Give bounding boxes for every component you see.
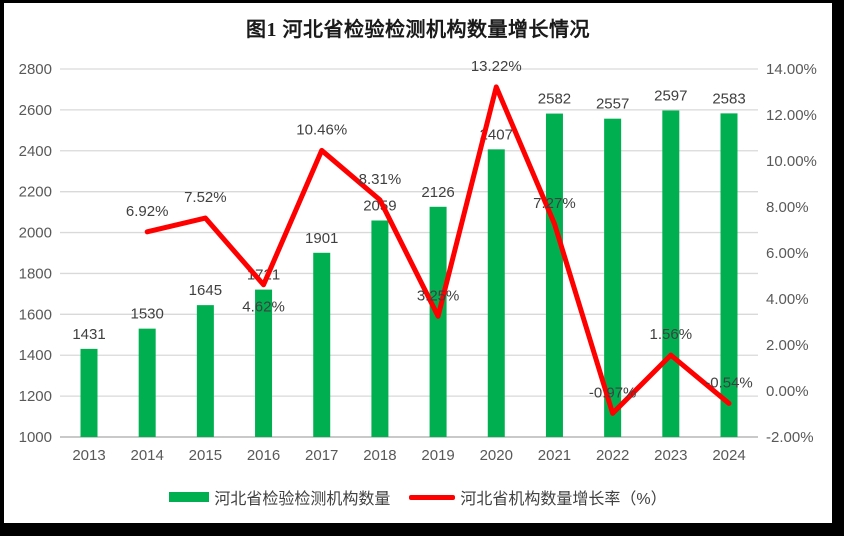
x-axis-category-label: 2022 [596, 447, 629, 464]
x-axis-category-label: 2017 [305, 447, 338, 464]
bar [80, 348, 98, 437]
left-axis-tick-label: 2800 [19, 61, 52, 78]
left-axis-tick-label: 1800 [19, 265, 52, 282]
x-axis-category-label: 2021 [538, 447, 571, 464]
growth-rate-line [144, 84, 732, 416]
left-axis-tick-label: 1400 [19, 347, 52, 364]
bar-value-label: 2582 [538, 91, 571, 108]
bar [662, 110, 680, 437]
bar [487, 149, 505, 437]
legend: 河北省检验检测机构数量 河北省机构数量增长率（%） [4, 486, 832, 508]
right-axis-tick-label: 12.00% [766, 107, 817, 124]
combo-chart-plot: 1000 1200 1400 1600 1800 2000 2200 2400 2600 2800… [19, 58, 817, 464]
x-axis-category-label: 2015 [189, 447, 222, 464]
right-axis-tick-label: 14.00% [766, 61, 817, 78]
x-axis-category-label: 2024 [712, 447, 745, 464]
x-axis-category-label: 2020 [480, 447, 513, 464]
legend-line-series-label: 河北省机构数量增长率（%） [460, 491, 667, 508]
line-value-label: 3.25% [417, 287, 460, 304]
left-axis-tick-label: 2000 [19, 225, 52, 242]
x-axis-category-label: 2014 [130, 447, 163, 464]
line-value-label: 1.56% [650, 326, 693, 343]
line-value-label: 7.27% [533, 195, 576, 212]
bar-value-label: 1901 [305, 230, 338, 247]
right-axis-tick-label: 2.00% [766, 337, 809, 354]
right-axis-tick-label: 8.00% [766, 199, 809, 216]
bar [196, 305, 214, 437]
left-axis-tick-label: 1200 [19, 388, 52, 405]
bar-value-label: 1431 [72, 326, 105, 343]
left-axis-tick-label: 1600 [19, 306, 52, 323]
chart-card: 图1 河北省检验检测机构数量增长情况 1000 1200 1400 1600 1800 2… [4, 3, 832, 523]
bar-value-label: 1530 [130, 306, 163, 323]
bar-value-label: 2059 [363, 197, 396, 214]
left-axis-tick-label: 2600 [19, 102, 52, 119]
bar-value-label: 1645 [189, 282, 222, 299]
bar-value-label: 2126 [421, 184, 454, 201]
legend-bar-series-label: 河北省检验检测机构数量 [214, 491, 391, 508]
bar [429, 206, 447, 437]
bar [255, 289, 273, 437]
right-axis-tick-label: 4.00% [766, 291, 809, 308]
bar [604, 118, 622, 438]
bar [545, 113, 563, 438]
right-axis-tick-label: 10.00% [766, 153, 817, 170]
x-axis-category-label: 2023 [654, 447, 687, 464]
line-value-label: 7.52% [184, 189, 227, 206]
bar [313, 252, 331, 437]
bar-value-label: 2557 [596, 96, 629, 113]
bar [138, 328, 156, 437]
line-value-label: 10.46% [296, 121, 347, 138]
line-value-label: 6.92% [126, 203, 169, 220]
bar [720, 113, 738, 437]
x-axis-category-label: 2019 [421, 447, 454, 464]
x-axis-category-label: 2018 [363, 447, 396, 464]
right-axis-tick-label: 6.00% [766, 245, 809, 262]
left-axis-tick-label: 2200 [19, 184, 52, 201]
bar [371, 220, 389, 437]
legend-bar-swatch [169, 492, 210, 502]
right-axis-tick-label: 0.00% [766, 383, 809, 400]
bar-value-label: 2597 [654, 88, 687, 105]
right-axis-tick-label: -2.00% [766, 429, 814, 446]
line-value-label: 13.22% [471, 58, 522, 75]
bar-value-label: 2407 [480, 126, 513, 143]
bar-value-label: 2583 [712, 90, 745, 107]
line-value-label: 8.31% [359, 171, 402, 188]
x-axis-category-label: 2016 [247, 447, 280, 464]
line-value-label: -0.97% [589, 384, 637, 401]
chart-title: 图1 河北省检验检测机构数量增长情况 [246, 19, 590, 41]
line-value-label: 4.62% [242, 299, 285, 316]
x-axis-category-label: 2013 [72, 447, 105, 464]
left-axis-tick-label: 1000 [19, 429, 52, 446]
line-value-label: -0.54% [705, 374, 753, 391]
legend-line-swatch [409, 494, 456, 500]
left-axis-tick-label: 2400 [19, 143, 52, 160]
